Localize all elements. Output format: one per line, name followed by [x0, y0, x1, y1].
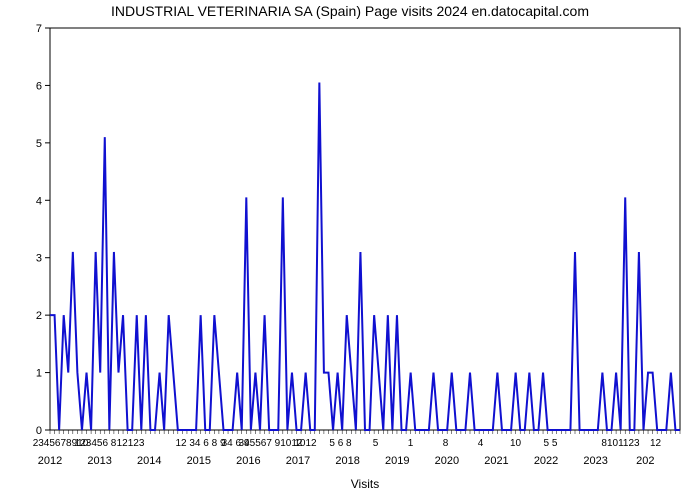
- x-minor-label: 5 6 8: [329, 438, 352, 449]
- x-major-label: 2014: [137, 455, 161, 467]
- x-minor-label: 12123: [117, 438, 145, 449]
- y-tick-label: 2: [36, 310, 42, 322]
- x-minor-label: 12 34 6 8 9: [175, 438, 225, 449]
- x-minor-label: 345567 91012: [239, 438, 303, 449]
- x-major-label: 2022: [534, 455, 558, 467]
- line-chart: INDUSTRIAL VETERINARIA SA (Spain) Page v…: [0, 0, 700, 500]
- x-major-label: 2015: [187, 455, 211, 467]
- chart-container: INDUSTRIAL VETERINARIA SA (Spain) Page v…: [0, 0, 700, 500]
- y-tick-label: 4: [36, 195, 42, 207]
- x-minor-label: 123456 8: [75, 438, 117, 449]
- x-major-label: 2017: [286, 455, 310, 467]
- x-major-label: 2018: [335, 455, 359, 467]
- y-tick-label: 6: [36, 80, 42, 92]
- y-tick-label: 3: [36, 253, 42, 265]
- x-minor-label: 5 5: [544, 438, 558, 449]
- x-minor-label: 8: [443, 438, 449, 449]
- chart-title: INDUSTRIAL VETERINARIA SA (Spain) Page v…: [111, 3, 589, 19]
- x-major-label: 2013: [87, 455, 111, 467]
- x-minor-label: 8101123: [601, 438, 640, 449]
- y-tick-label: 0: [36, 425, 42, 437]
- y-tick-label: 7: [36, 23, 42, 35]
- x-minor-label: 12: [650, 438, 662, 449]
- x-minor-label: 10: [510, 438, 522, 449]
- x-major-label: 2012: [38, 455, 62, 467]
- x-major-label: 2023: [583, 455, 607, 467]
- x-axis-label: Visits: [351, 477, 379, 491]
- y-tick-label: 5: [36, 138, 42, 150]
- x-major-label: 2020: [435, 455, 459, 467]
- x-major-label: 202: [636, 455, 654, 467]
- y-tick-label: 1: [36, 368, 42, 380]
- chart-bg: [0, 0, 700, 500]
- x-major-label: 2021: [484, 455, 508, 467]
- x-minor-label: 5: [373, 438, 379, 449]
- x-minor-label: 1: [408, 438, 414, 449]
- x-major-label: 2019: [385, 455, 409, 467]
- x-major-label: 2016: [236, 455, 260, 467]
- x-minor-label: 1012: [294, 438, 317, 449]
- x-minor-label: 4: [478, 438, 484, 449]
